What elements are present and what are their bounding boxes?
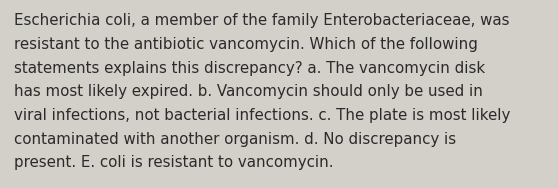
Text: has most likely expired. b. Vancomycin should only be used in: has most likely expired. b. Vancomycin s… [14,84,483,99]
Text: viral infections, not bacterial infections. c. The plate is most likely: viral infections, not bacterial infectio… [14,108,511,123]
Text: present. E. coli is resistant to vancomycin.: present. E. coli is resistant to vancomy… [14,155,334,170]
Text: contaminated with another organism. d. No discrepancy is: contaminated with another organism. d. N… [14,132,456,147]
Text: Escherichia coli, a member of the family Enterobacteriaceae, was: Escherichia coli, a member of the family… [14,13,509,28]
Text: resistant to the antibiotic vancomycin. Which of the following: resistant to the antibiotic vancomycin. … [14,37,478,52]
Text: statements explains this discrepancy? a. The vancomycin disk: statements explains this discrepancy? a.… [14,61,485,76]
